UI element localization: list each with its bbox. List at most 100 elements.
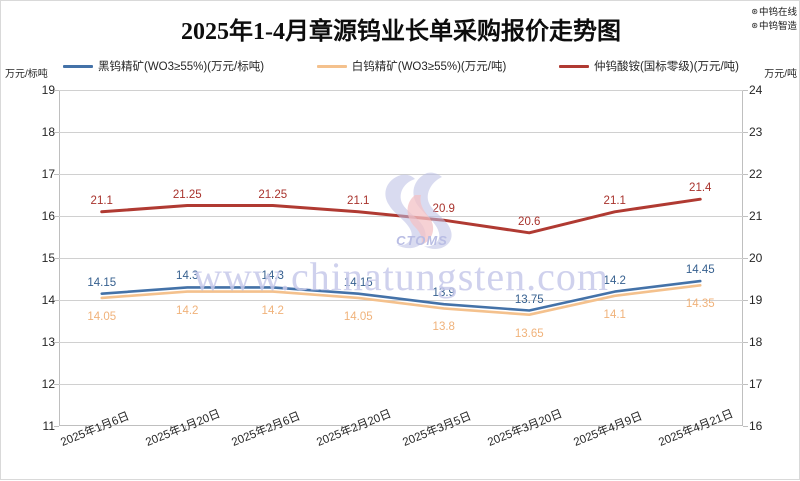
legend-label: 黑钨精矿(WO3≥55%)(万元/标吨) [98,61,265,73]
y-axis-left-tickmark [54,258,59,259]
y-axis-left-tickmark [54,384,59,385]
data-point-label: 21.25 [172,188,202,201]
data-point-label: 14.15 [343,276,373,289]
page-title: 2025年1-4月章源钨业长单采购报价走势图 [181,19,621,45]
y-axis-left-tick: 15 [41,251,55,265]
y-axis-right-tick: 17 [749,377,763,391]
data-point-label: 21.25 [258,188,288,201]
data-point-label: 20.9 [432,203,455,216]
gridline [59,342,743,343]
y-axis-left-tickmark [54,132,59,133]
brand-line-2: ⊛中钨智造 [751,19,797,33]
y-axis-left-tickmark [54,90,59,91]
gridline [59,132,743,133]
x-axis-tickmark [185,426,187,430]
data-point-label: 13.8 [432,321,455,334]
data-point-label: 14.2 [261,304,284,317]
data-point-label: 13.9 [432,287,455,300]
y-axis-right-tick: 16 [749,419,763,433]
y-axis-right-tickmark [743,342,748,343]
data-point-label: 14.2 [176,304,199,317]
data-point-label: 14.45 [685,264,715,277]
y-axis-right-tickmark [743,132,748,133]
data-point-label: 14.05 [343,310,373,323]
y-axis-left-tick: 16 [41,209,55,223]
y-axis-left-tickmark [54,174,59,175]
y-axis-right-tick: 23 [749,125,763,139]
series-line [100,279,702,312]
legend-label: 仲钨酸铵(国标零级)(万元/吨) [593,61,739,73]
y-axis-right-tickmark [743,90,748,91]
data-point-label: 20.6 [518,215,541,228]
y-axis-left-tickmark [54,216,59,217]
y-axis-right-tickmark [743,258,748,259]
registered-mark-icon: ⊛ [751,7,758,16]
series-line [100,284,702,316]
gridline [59,258,743,259]
legend-swatch-icon [63,64,93,68]
y-axis-right-tick: 22 [749,167,763,181]
y-axis-right-tickmark [743,174,748,175]
brand-line-1: ⊛中钨在线 [751,5,797,19]
data-point-label: 21.1 [603,194,626,207]
series-lines [100,197,702,316]
x-axis-tickmark [612,426,614,430]
registered-mark-icon: ⊛ [751,21,758,30]
data-point-label: 21.1 [347,194,370,207]
y-axis-right-tickmark [743,426,748,427]
y-axis-left-tick: 19 [41,83,55,97]
x-axis-tickmark [356,426,358,430]
x-axis-tickmark [270,426,272,430]
x-axis-tickmark [99,426,101,430]
legend-item-black-tungsten[interactable]: 黑钨精矿(WO3≥55%)(万元/标吨) [63,58,264,74]
data-point-label: 14.05 [87,310,117,323]
data-point-label: 13.65 [514,327,544,340]
data-point-label: 14.1 [603,308,626,321]
chart-legend: 黑钨精矿(WO3≥55%)(万元/标吨) 白钨精矿(WO3≥55%)(万元/吨)… [59,57,743,75]
data-point-label: 14.35 [685,298,715,311]
gridline [59,174,743,175]
legend-swatch-icon [316,64,347,68]
right-axis-unit: 万元/吨 [764,69,797,80]
x-axis-tickmark [441,426,443,430]
data-point-label: 21.4 [689,182,712,195]
y-axis-left-tick: 11 [42,419,55,433]
plot-area: 14.15 14.3 14.3 14.15 13.9 13.75 14.2 14.45 14.0… [59,90,743,426]
brand-text-2: 中钨智造 [758,21,797,32]
y-axis-right-tick: 20 [749,251,763,265]
y-axis-left-tickmark [54,342,59,343]
data-point-label: 13.75 [514,293,544,306]
y-axis-right-tickmark [743,216,748,217]
brand-watermark: ⊛中钨在线 ⊛中钨智造 [751,5,797,33]
y-axis-right-tick: 21 [749,209,763,223]
x-axis-tickmark [698,426,700,430]
gridline [59,384,743,385]
y-axis-right-tickmark [743,300,748,301]
legend-label: 白钨精矿(WO3≥55%)(万元/吨) [351,61,507,73]
y-axis-left-tick: 17 [41,167,55,181]
y-axis-left-tick: 18 [41,125,55,139]
data-point-label: 14.3 [261,270,284,283]
legend-swatch-icon [558,64,589,68]
legend-item-apt[interactable]: 仲钨酸铵(国标零级)(万元/吨) [558,58,739,74]
data-point-label: 14.2 [603,274,626,287]
y-axis-left-tickmark [54,426,59,427]
y-axis-left-tick: 12 [41,377,55,391]
y-axis-right-tick: 19 [749,293,763,307]
y-axis-left-tick: 13 [41,335,55,349]
x-axis-tickmark [527,426,529,430]
y-axis-left-tick: 14 [41,293,55,307]
data-point-label: 14.3 [176,270,199,283]
y-axis-right-tickmark [743,384,748,385]
legend-item-white-tungsten[interactable]: 白钨精矿(WO3≥55%)(万元/吨) [316,58,507,74]
data-point-label: 21.1 [90,194,113,207]
y-axis-right-tick: 24 [749,83,763,97]
y-axis-right-tick: 18 [749,335,763,349]
data-point-label: 14.15 [87,276,117,289]
left-axis-unit: 万元/标吨 [5,69,48,80]
y-axis-left-tickmark [54,300,59,301]
gridline [59,300,743,301]
brand-text-1: 中钨在线 [758,7,797,18]
gridline [59,90,743,91]
